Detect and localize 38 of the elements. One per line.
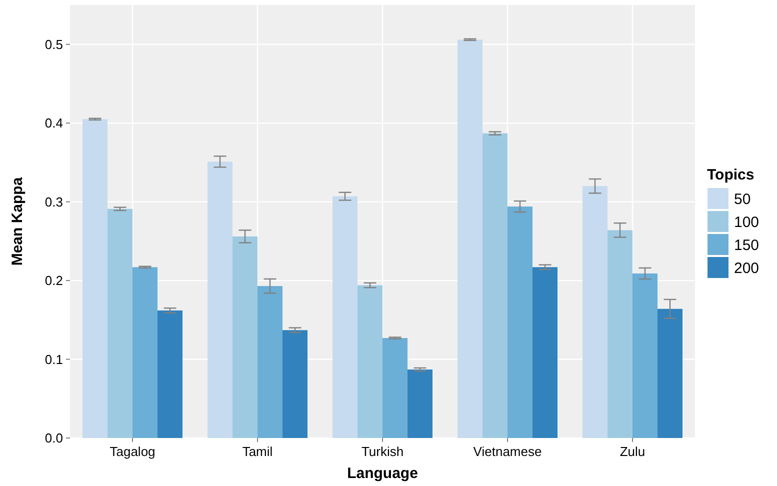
bar <box>508 206 532 438</box>
bar <box>232 236 258 438</box>
y-tick-label: 0.0 <box>44 430 63 446</box>
x-tick-label: Tagalog <box>110 444 156 459</box>
bar <box>582 186 608 438</box>
y-tick-label: 0.5 <box>44 36 63 52</box>
bar <box>608 230 632 438</box>
bar <box>132 267 158 438</box>
x-tick-label: Tamil <box>242 444 273 459</box>
bar <box>632 273 658 438</box>
bar <box>258 286 282 438</box>
y-tick-label: 0.3 <box>44 194 63 210</box>
bar <box>358 285 382 438</box>
x-tick-label: Zulu <box>620 444 646 459</box>
bar <box>108 208 132 438</box>
x-axis-title: Language <box>347 465 418 482</box>
bar <box>332 196 358 438</box>
legend-label: 200 <box>734 260 760 277</box>
bar <box>282 330 308 438</box>
legend-label: 100 <box>734 214 760 231</box>
y-tick-label: 0.4 <box>44 116 63 131</box>
legend-label: 150 <box>734 236 760 254</box>
bar <box>658 308 682 438</box>
bar <box>482 133 508 438</box>
x-tick-label: Turkish <box>361 444 404 459</box>
bar <box>382 338 408 438</box>
legend-title: Topics <box>707 166 754 184</box>
bar <box>458 40 482 438</box>
bar <box>208 162 232 438</box>
y-axis-title: Mean Kappa <box>9 176 26 266</box>
y-tick-label: 0.1 <box>44 352 63 367</box>
bar <box>532 267 558 438</box>
y-tick-label: 0.2 <box>44 273 63 288</box>
bar <box>82 119 108 438</box>
bar <box>158 310 182 438</box>
bar <box>408 370 432 438</box>
x-tick-label: Vietnamese <box>473 444 542 459</box>
legend-label: 50 <box>734 190 751 208</box>
